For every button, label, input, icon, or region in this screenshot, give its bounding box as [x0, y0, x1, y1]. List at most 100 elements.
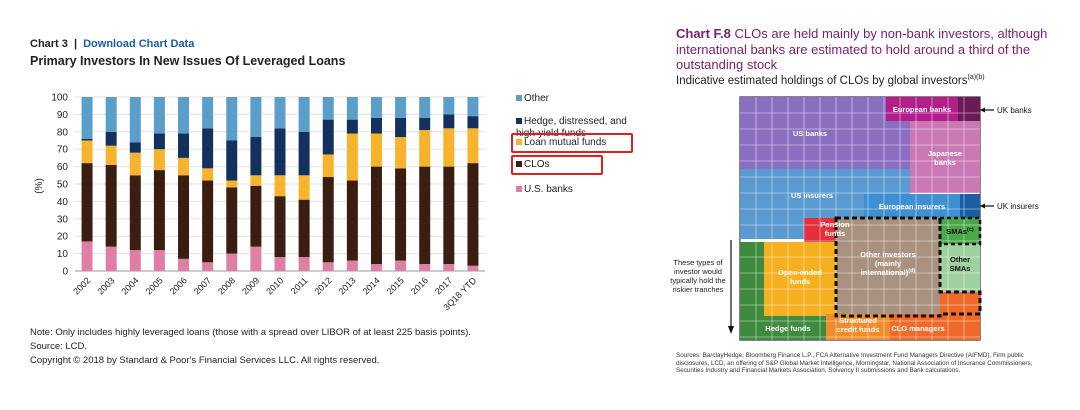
treemap-block: [960, 194, 980, 218]
uk-banks-label: UK banks: [997, 106, 1032, 115]
y-tick-label: 70: [57, 145, 69, 156]
bar-segment: [105, 97, 117, 132]
bar-segment: [419, 97, 431, 118]
bar-segment: [178, 133, 190, 158]
treemap-block: [940, 292, 980, 340]
bar-segment: [178, 97, 190, 134]
x-tick-label: 2009: [240, 275, 261, 296]
treemap-block: [764, 316, 826, 340]
bar-segment: [105, 145, 117, 165]
bar-segment: [105, 131, 117, 146]
bar-segment: [346, 97, 358, 120]
treemap-block: [886, 97, 958, 121]
treemap-label-line: banks: [934, 158, 956, 167]
treemap-label-line: funds: [790, 277, 810, 286]
bar-segment: [419, 130, 431, 167]
bar-segment: [322, 154, 334, 178]
bar-segment: [274, 97, 286, 129]
bar-segment: [202, 128, 214, 169]
bar-segment: [298, 175, 310, 200]
x-tick-label: 2004: [119, 275, 140, 296]
treemap-label: US banks: [793, 129, 827, 138]
treemap-label-line: international): [861, 268, 909, 277]
chart-note: Note: Only includes highly leveraged loa…: [30, 327, 471, 338]
bar-segment: [322, 262, 334, 271]
bar-segment: [395, 117, 407, 138]
y-tick-label: 10: [57, 249, 69, 260]
x-tick-label: 2007: [192, 275, 213, 296]
treemap-block: [940, 244, 980, 292]
treemap-label: Open-ended funds: [778, 268, 822, 286]
bar-segment: [346, 133, 358, 181]
header-separator: |: [73, 38, 78, 50]
treemap-block: [958, 97, 980, 121]
download-chart-data-link[interactable]: Download Chart Data: [83, 38, 195, 50]
bar-segment: [274, 257, 286, 271]
bar-segment: [370, 166, 382, 265]
treemap-label: Other investors (mainly international)(d): [860, 250, 915, 277]
bar-segment: [178, 157, 190, 176]
treemap-label-line: Structured: [839, 316, 877, 325]
bar-segment: [419, 264, 431, 271]
uk-banks-arrowhead: [980, 107, 985, 113]
legend-label: CLOs: [524, 159, 550, 170]
bar-segment: [226, 97, 238, 141]
bar-segment: [153, 170, 165, 251]
subtitle-text: Indicative estimated holdings of CLOs by…: [676, 74, 968, 87]
bar-segment: [129, 175, 141, 251]
treemap-chart: US banks European banks Japanese banks US in…: [728, 96, 1039, 341]
treemap-label-line: credit funds: [837, 325, 880, 334]
bar-segment: [467, 265, 479, 271]
chart-f8-title: Chart F.8 CLOs are held mainly by non-ba…: [676, 26, 1066, 73]
bar-segment: [81, 138, 93, 141]
x-tick-label: 2008: [216, 275, 237, 296]
treemap-label: Structured credit funds: [837, 316, 880, 334]
bar-segment: [226, 187, 238, 254]
legend-swatch: [516, 95, 522, 102]
bar-segment: [467, 116, 479, 129]
bar-segment: [346, 180, 358, 261]
treemap-label-line: (mainly: [875, 259, 902, 268]
legend-swatch: [516, 118, 522, 125]
treemap-label-line: Pension: [820, 220, 850, 229]
x-tick-label: 2017: [433, 275, 454, 296]
bar-segment: [370, 97, 382, 118]
chart-f8-number: Chart F.8: [676, 26, 731, 41]
bar-segment: [443, 128, 455, 167]
treemap-label-line: US insurers: [791, 191, 833, 200]
treemap-block: [836, 218, 940, 314]
y-tick-label: 60: [57, 162, 69, 173]
chart-source: Source: LCD.: [30, 341, 88, 352]
bar-segment: [467, 163, 479, 266]
treemap-block: [940, 218, 980, 244]
bar-segment: [395, 168, 407, 261]
x-tick-label: 2014: [361, 275, 382, 296]
bar-segment: [322, 119, 334, 155]
chart-header: Chart 3 | Download Chart Data: [30, 38, 194, 50]
bar-segment: [153, 133, 165, 150]
y-tick-label: 20: [57, 232, 69, 243]
bar-segment: [298, 257, 310, 271]
legend-item: Loan mutual funds: [516, 137, 656, 149]
bar-segment: [443, 97, 455, 115]
smas-outline: [938, 216, 982, 246]
treemap-label: European banks: [893, 105, 951, 114]
x-tick-label: 2012: [312, 275, 333, 296]
y-tick-label: 40: [57, 197, 69, 208]
bar-segment: [226, 140, 238, 181]
y-tick-label: 0: [62, 267, 68, 278]
y-tick-label: 100: [51, 93, 68, 104]
legend-highlight-box: [511, 155, 603, 175]
bar-segment: [250, 185, 262, 247]
legend-item: Other: [516, 93, 656, 105]
bar-segment: [178, 175, 190, 259]
y-tick-label: 50: [57, 180, 69, 191]
treemap-label-line: Open-ended: [778, 268, 822, 277]
legend-highlight-box: [511, 133, 633, 153]
treemap-label: SMAs(c): [946, 227, 974, 236]
bar-segment: [202, 168, 214, 181]
legend-item: U.S. banks: [516, 184, 656, 196]
treemap-label-line: US banks: [793, 129, 827, 138]
treemap-label-line: SMAs: [950, 264, 971, 273]
